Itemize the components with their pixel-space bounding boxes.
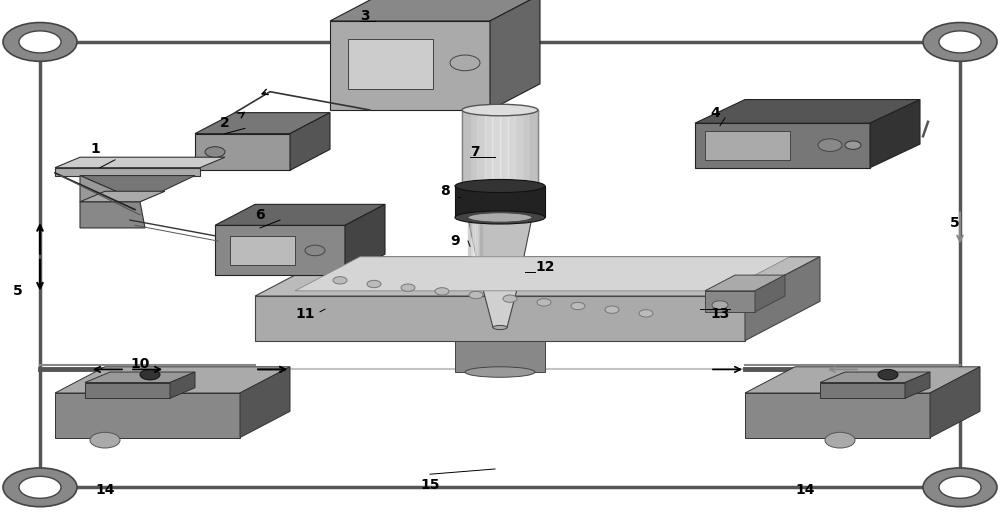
Polygon shape (745, 393, 930, 438)
Text: 15: 15 (420, 478, 440, 492)
Circle shape (939, 31, 981, 53)
Polygon shape (85, 383, 170, 398)
Text: 14: 14 (795, 483, 815, 497)
Circle shape (450, 55, 480, 71)
Polygon shape (745, 257, 820, 341)
Text: 2: 2 (220, 116, 230, 130)
Polygon shape (80, 176, 195, 202)
Circle shape (435, 288, 449, 295)
Text: 7: 7 (470, 145, 480, 159)
Polygon shape (705, 131, 790, 160)
Polygon shape (195, 113, 330, 134)
Circle shape (923, 468, 997, 507)
Polygon shape (345, 204, 385, 275)
Polygon shape (80, 202, 145, 228)
Polygon shape (255, 257, 820, 296)
Polygon shape (490, 0, 540, 110)
Circle shape (3, 23, 77, 61)
Text: 5: 5 (13, 284, 23, 298)
Circle shape (140, 369, 160, 380)
Polygon shape (482, 286, 518, 328)
Polygon shape (330, 21, 490, 110)
Polygon shape (348, 39, 433, 89)
Circle shape (825, 432, 855, 448)
Circle shape (367, 280, 381, 288)
Ellipse shape (455, 211, 545, 224)
Polygon shape (240, 367, 290, 438)
Polygon shape (330, 0, 540, 21)
Polygon shape (462, 110, 538, 186)
Polygon shape (80, 176, 140, 202)
Text: 14: 14 (95, 483, 115, 497)
Text: 6: 6 (255, 208, 265, 222)
Circle shape (503, 295, 517, 302)
Polygon shape (455, 186, 545, 217)
Circle shape (305, 245, 325, 256)
Circle shape (90, 432, 120, 448)
Circle shape (571, 302, 585, 310)
Polygon shape (820, 372, 930, 383)
Circle shape (605, 306, 619, 313)
Circle shape (333, 277, 347, 284)
Polygon shape (195, 134, 290, 170)
Polygon shape (85, 372, 195, 383)
Polygon shape (215, 225, 345, 275)
Polygon shape (295, 257, 790, 291)
Polygon shape (820, 383, 905, 398)
Circle shape (878, 369, 898, 380)
Text: 5: 5 (950, 216, 960, 230)
Polygon shape (905, 372, 930, 398)
Circle shape (401, 284, 415, 291)
Polygon shape (870, 100, 920, 168)
Circle shape (205, 147, 225, 157)
Text: 13: 13 (710, 308, 730, 321)
Polygon shape (170, 372, 195, 398)
Polygon shape (745, 367, 980, 393)
Ellipse shape (465, 367, 535, 377)
Circle shape (639, 310, 653, 317)
Circle shape (19, 31, 61, 53)
Polygon shape (455, 341, 545, 372)
Polygon shape (55, 367, 290, 393)
Circle shape (19, 476, 61, 498)
Polygon shape (695, 123, 870, 168)
Polygon shape (695, 100, 920, 123)
Polygon shape (55, 168, 200, 176)
Polygon shape (80, 191, 165, 202)
Ellipse shape (462, 104, 538, 116)
Text: 4: 4 (710, 106, 720, 119)
Circle shape (818, 139, 842, 151)
Ellipse shape (493, 325, 507, 330)
Polygon shape (215, 204, 385, 225)
Circle shape (3, 468, 77, 507)
Polygon shape (705, 275, 785, 291)
Polygon shape (290, 113, 330, 170)
Text: 3: 3 (360, 9, 370, 23)
Ellipse shape (468, 213, 532, 222)
Circle shape (923, 23, 997, 61)
Circle shape (712, 301, 728, 309)
Polygon shape (705, 291, 755, 312)
Polygon shape (55, 393, 240, 438)
Circle shape (939, 476, 981, 498)
Text: 1: 1 (90, 143, 100, 156)
Text: 10: 10 (130, 357, 150, 371)
Circle shape (845, 141, 861, 149)
Polygon shape (468, 217, 532, 286)
Polygon shape (55, 157, 225, 168)
Circle shape (537, 299, 551, 306)
Ellipse shape (462, 180, 538, 192)
Circle shape (469, 291, 483, 299)
Polygon shape (755, 275, 785, 312)
Text: 9: 9 (450, 234, 460, 248)
Ellipse shape (455, 179, 545, 193)
Polygon shape (230, 236, 295, 265)
Text: 11: 11 (295, 308, 315, 321)
Polygon shape (255, 296, 745, 341)
Text: 8: 8 (440, 184, 450, 198)
Text: 12: 12 (535, 260, 555, 274)
Polygon shape (930, 367, 980, 438)
